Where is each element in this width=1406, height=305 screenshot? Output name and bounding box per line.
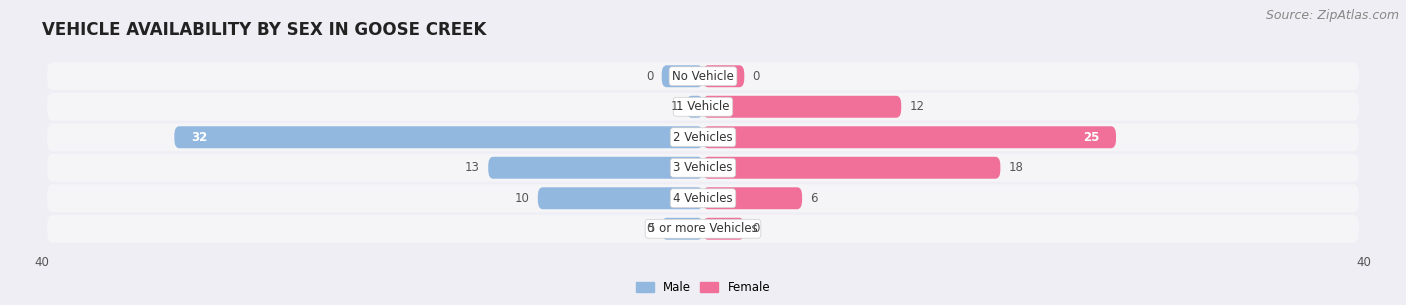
FancyBboxPatch shape <box>48 123 1358 151</box>
Text: 0: 0 <box>647 222 654 235</box>
FancyBboxPatch shape <box>703 218 744 240</box>
Text: 1 Vehicle: 1 Vehicle <box>676 100 730 113</box>
Text: 5 or more Vehicles: 5 or more Vehicles <box>648 222 758 235</box>
Text: 12: 12 <box>910 100 925 113</box>
Text: VEHICLE AVAILABILITY BY SEX IN GOOSE CREEK: VEHICLE AVAILABILITY BY SEX IN GOOSE CRE… <box>42 21 486 39</box>
FancyBboxPatch shape <box>703 96 901 118</box>
Text: Source: ZipAtlas.com: Source: ZipAtlas.com <box>1265 9 1399 22</box>
Text: 4 Vehicles: 4 Vehicles <box>673 192 733 205</box>
FancyBboxPatch shape <box>703 126 1116 148</box>
FancyBboxPatch shape <box>48 154 1358 182</box>
FancyBboxPatch shape <box>662 65 703 87</box>
Text: 32: 32 <box>191 131 207 144</box>
Text: 6: 6 <box>810 192 818 205</box>
FancyBboxPatch shape <box>48 215 1358 243</box>
Text: 0: 0 <box>752 70 759 83</box>
Text: 0: 0 <box>752 222 759 235</box>
FancyBboxPatch shape <box>48 93 1358 121</box>
Legend: Male, Female: Male, Female <box>631 276 775 299</box>
FancyBboxPatch shape <box>703 157 1001 179</box>
FancyBboxPatch shape <box>703 65 744 87</box>
FancyBboxPatch shape <box>662 218 703 240</box>
FancyBboxPatch shape <box>537 187 703 209</box>
Text: 2 Vehicles: 2 Vehicles <box>673 131 733 144</box>
Text: 13: 13 <box>465 161 479 174</box>
Text: 1: 1 <box>671 100 678 113</box>
Text: 25: 25 <box>1083 131 1099 144</box>
FancyBboxPatch shape <box>48 62 1358 90</box>
Text: 10: 10 <box>515 192 530 205</box>
FancyBboxPatch shape <box>174 126 703 148</box>
Text: 0: 0 <box>647 70 654 83</box>
FancyBboxPatch shape <box>488 157 703 179</box>
Text: 3 Vehicles: 3 Vehicles <box>673 161 733 174</box>
FancyBboxPatch shape <box>703 187 801 209</box>
Text: No Vehicle: No Vehicle <box>672 70 734 83</box>
FancyBboxPatch shape <box>686 96 703 118</box>
Text: 18: 18 <box>1008 161 1024 174</box>
FancyBboxPatch shape <box>48 184 1358 212</box>
